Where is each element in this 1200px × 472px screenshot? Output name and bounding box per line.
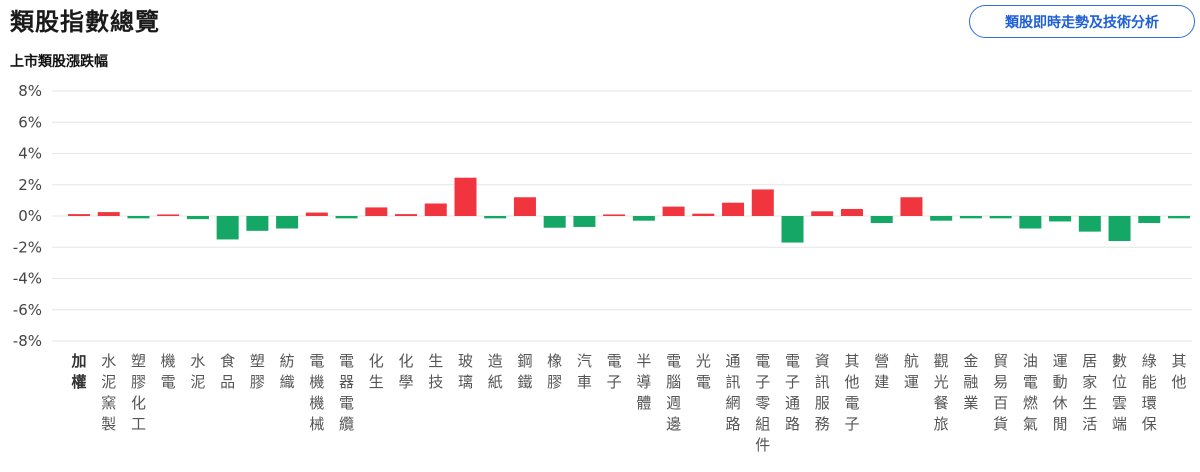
x-category-label: 油電燃氣 (1023, 352, 1038, 433)
x-category-label: 玻璃 (458, 352, 473, 391)
x-category-label: 電腦週邊 (666, 352, 681, 433)
x-category-label: 其他 (1172, 352, 1187, 391)
bar[interactable] (216, 216, 239, 240)
y-tick-label: 4% (18, 145, 42, 163)
bar[interactable] (186, 216, 209, 220)
x-category-label: 食品 (220, 352, 235, 391)
grid-lines (52, 90, 1192, 342)
x-category-label: 鋼鐵 (517, 352, 532, 391)
bar[interactable] (811, 211, 834, 216)
x-category-label: 觀光餐旅 (934, 352, 949, 433)
bar[interactable] (959, 216, 982, 219)
x-category-label: 光電 (696, 352, 711, 391)
bar[interactable] (395, 214, 418, 216)
bar[interactable] (543, 216, 566, 228)
sector-analysis-button[interactable]: 類股即時走勢及技術分析 (969, 5, 1195, 38)
x-category-label: 貿易百貨 (993, 352, 1008, 433)
x-category-label: 橡膠 (547, 352, 562, 391)
bar[interactable] (692, 213, 715, 216)
bar[interactable] (632, 216, 655, 221)
y-tick-label: 0% (18, 207, 42, 225)
bars (68, 177, 1191, 243)
y-tick-label: 6% (18, 113, 42, 131)
bar[interactable] (484, 216, 507, 219)
x-category-label: 汽車 (577, 352, 592, 391)
bar[interactable] (424, 203, 447, 217)
x-category-label: 營建 (874, 352, 889, 391)
bar[interactable] (246, 216, 269, 231)
x-axis: 加權水泥窯製塑膠化工機電水泥食品塑膠紡織電機機械電器電纜化生化學生技玻璃造紙鋼鐵… (70, 352, 1186, 454)
bar[interactable] (305, 212, 328, 216)
x-category-label: 造紙 (488, 352, 503, 391)
page-title: 類股指數總覽 (10, 8, 160, 36)
x-category-label: 其他電子 (844, 352, 859, 433)
x-category-label: 加權 (70, 352, 86, 391)
bar[interactable] (1049, 216, 1072, 222)
bar[interactable] (454, 177, 477, 216)
bar[interactable] (1019, 216, 1042, 229)
bar[interactable] (68, 214, 90, 216)
bar[interactable] (365, 207, 388, 216)
x-category-label: 半導體 (636, 352, 651, 412)
bar[interactable] (751, 189, 774, 216)
x-category-label: 化生 (369, 352, 384, 391)
bar[interactable] (157, 214, 180, 216)
bar[interactable] (1078, 216, 1101, 232)
x-category-label: 電器電纜 (339, 352, 354, 433)
x-category-label: 金融業 (963, 352, 978, 412)
x-category-label: 電子零組件 (755, 352, 770, 454)
bar[interactable] (900, 197, 923, 216)
bar[interactable] (513, 197, 536, 216)
bar[interactable] (662, 206, 685, 216)
x-category-label: 生技 (428, 352, 443, 391)
bar[interactable] (930, 216, 953, 221)
bar[interactable] (573, 216, 596, 227)
bar[interactable] (1138, 216, 1161, 224)
bar[interactable] (97, 212, 120, 216)
x-category-label: 綠能環保 (1142, 352, 1157, 433)
y-tick-label: -2% (13, 238, 42, 256)
y-tick-label: 8% (18, 82, 42, 100)
bar[interactable] (781, 216, 804, 243)
bar[interactable] (840, 208, 863, 216)
y-axis: 8% 6% 4% 2% 0% -2% -4% -6% -8% (13, 82, 42, 350)
x-category-label: 紡織 (280, 352, 295, 391)
x-category-label: 通訊網路 (726, 352, 741, 433)
x-category-label: 電子通路 (785, 352, 800, 433)
x-category-label: 水泥窯製 (101, 352, 116, 433)
bar[interactable] (722, 202, 745, 216)
bar[interactable] (276, 216, 299, 229)
chart-title: 上市類股漲跌幅 (10, 54, 108, 70)
x-category-label: 航運 (904, 352, 919, 391)
x-category-label: 水泥 (190, 352, 205, 391)
x-category-label: 機電 (161, 352, 176, 391)
x-category-label: 化學 (399, 352, 414, 391)
y-tick-label: -4% (13, 270, 42, 288)
bar[interactable] (127, 216, 150, 219)
bar[interactable] (1168, 216, 1191, 219)
x-category-label: 數位雲端 (1112, 352, 1127, 433)
x-category-label: 塑膠 (250, 352, 265, 391)
bar[interactable] (1108, 216, 1131, 241)
x-category-label: 電機機械 (309, 352, 324, 433)
y-tick-label: 2% (18, 176, 42, 194)
x-category-label: 塑膠化工 (131, 352, 146, 433)
bar[interactable] (989, 216, 1012, 219)
x-category-label: 運動休閒 (1053, 352, 1068, 433)
y-tick-label: -8% (13, 332, 42, 350)
bar[interactable] (870, 216, 893, 224)
bar[interactable] (603, 214, 626, 216)
x-category-label: 電子 (607, 352, 622, 391)
x-category-label: 資訊服務 (815, 352, 830, 433)
bar[interactable] (335, 216, 358, 219)
x-category-label: 居家生活 (1082, 352, 1097, 433)
y-tick-label: -6% (13, 301, 42, 319)
